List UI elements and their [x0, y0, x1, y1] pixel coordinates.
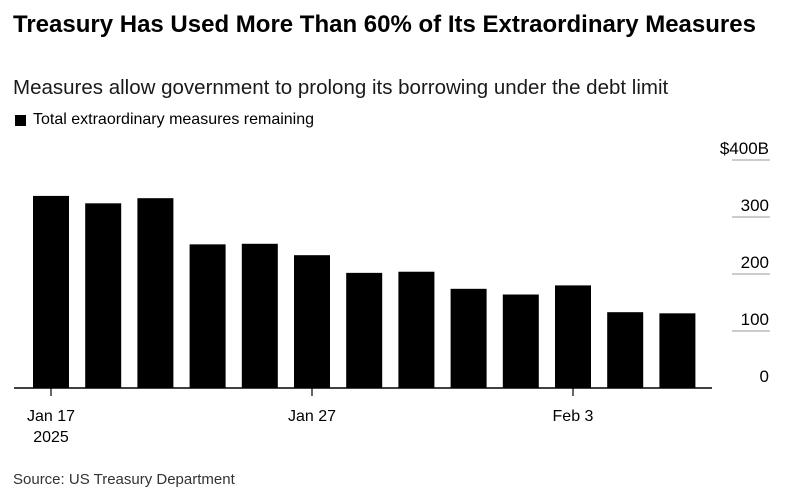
y-tick-label: 100 — [741, 310, 769, 329]
bar-jan-17 — [33, 195, 69, 388]
bar-jan-27 — [294, 255, 330, 388]
legend-label: Total extraordinary measures remaining — [33, 111, 315, 128]
bar-jan-30 — [450, 288, 487, 388]
bar-jan-31 — [502, 294, 539, 388]
chart-subtitle: Measures allow government to prolong its… — [13, 76, 669, 99]
bar-jan-23 — [189, 244, 226, 388]
x-tick-label: Feb 3 — [553, 408, 594, 425]
bar-feb-5 — [659, 313, 696, 388]
bar-jan-28 — [346, 272, 383, 388]
bar-jan-21 — [85, 203, 122, 388]
chart-title: Treasury Has Used More Than 60% of Its E… — [13, 11, 756, 38]
x-tick-label: Jan 27 — [288, 408, 336, 425]
bar-feb-4 — [607, 312, 644, 388]
x-tick-label: Jan 17 — [27, 408, 75, 425]
source-note: Source: US Treasury Department — [13, 471, 235, 488]
y-tick-label: 0 — [760, 367, 769, 386]
bar-jan-22 — [137, 198, 174, 388]
x-tick-sublabel: 2025 — [33, 429, 69, 446]
legend: Total extraordinary measures remaining — [15, 110, 314, 130]
bar-feb-3 — [555, 285, 591, 388]
bar-jan-29 — [398, 271, 435, 388]
bar-jan-24 — [241, 243, 278, 388]
y-tick-label: 200 — [741, 253, 769, 272]
y-tick-label: $400B — [720, 139, 769, 158]
legend-swatch — [15, 114, 26, 126]
y-tick-label: 300 — [741, 196, 769, 215]
